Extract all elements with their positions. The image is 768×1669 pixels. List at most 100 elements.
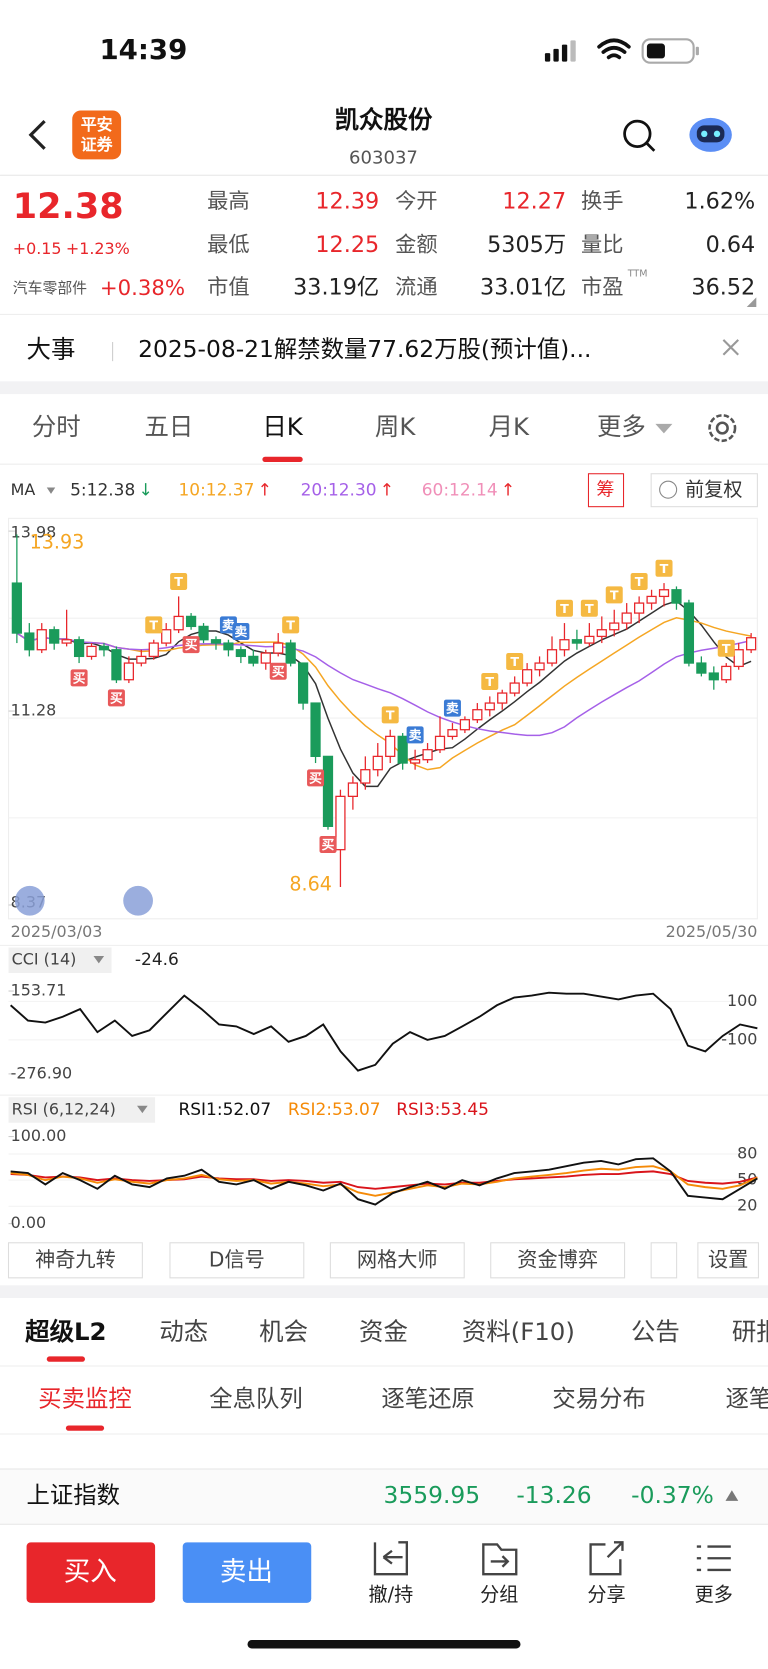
candle-body [733,649,744,668]
candle-body [609,622,620,631]
search-button[interactable] [623,119,656,152]
tool-button[interactable] [329,1242,465,1279]
stat-label: 市值 [207,275,249,300]
stat-value: 0.64 [706,232,756,258]
gap [0,381,768,395]
signal-icon [544,40,576,62]
signal-badge [107,689,125,707]
candle-body [409,759,421,764]
news-text[interactable]: 2025-08-21解禁数量77.62万股(预计值)... [138,335,591,363]
signal-text: 买 [185,638,198,653]
expand-button[interactable] [14,885,45,916]
candle-body [596,629,607,638]
logo-text: 平安 [81,115,113,134]
adjust-button-text: 前复权 [685,478,742,501]
signal-badge [282,616,300,634]
period-tab[interactable]: 分时 [32,412,81,441]
period-tab[interactable]: 月K [489,412,530,441]
tool-label: D信号 [209,1247,265,1271]
stat-note: TTM [627,269,648,280]
section-tab[interactable]: 机会 [259,1317,308,1346]
y-tick-label: 13.98 [11,523,57,542]
signal-badge [605,586,623,604]
section-tab[interactable]: 公告 [631,1317,680,1346]
y-tick-label: 100.00 [11,1126,67,1145]
action-label[interactable]: 更多 [695,1583,733,1606]
expand-arrow[interactable] [725,1490,739,1501]
stat-label: 流通 [395,275,437,300]
period-tab[interactable]: 五日 [144,412,193,441]
assistant-button[interactable] [689,117,732,152]
candle-body [347,782,359,797]
signal-badge [443,699,461,717]
tool-button[interactable] [490,1242,626,1279]
buy-button[interactable] [26,1542,156,1603]
signal-badge [717,639,735,657]
candle-body [546,649,558,664]
tool-button[interactable] [7,1242,143,1279]
period-tab[interactable]: 日K [262,412,303,441]
candle-body [447,729,458,738]
sell-button[interactable] [182,1542,312,1603]
action-label[interactable]: 分组 [480,1583,518,1606]
cci-selector[interactable] [8,947,112,973]
candle-body [11,582,22,634]
tool-button[interactable] [697,1242,759,1279]
signal-text: T [386,708,395,723]
chip-button[interactable] [587,473,625,508]
candle-body [658,589,670,598]
index-bar[interactable] [0,1469,768,1525]
period-tab[interactable]: 周K [375,412,416,441]
section-tab[interactable]: 资金 [359,1317,408,1346]
section-tab[interactable]: 超级L2 [25,1317,106,1346]
price: 12.38 [13,186,124,227]
content: 14:39 平安 证券 凯众股份 603037 12.38 +0.15 +1.2… [0,33,768,1649]
sub-tab[interactable]: 全息队列 [209,1384,302,1412]
y-tick-label: 11.28 [11,701,57,720]
candle-body [185,615,197,628]
tool-button[interactable] [650,1242,678,1279]
action-label[interactable]: 撤/持 [369,1583,414,1606]
rsi-selector[interactable] [8,1097,156,1123]
x-label: 2025/05/30 [666,922,758,941]
tool-button[interactable] [169,1242,305,1279]
sub-tab[interactable]: 交易分布 [552,1384,645,1412]
period-tab[interactable]: 更多 [597,412,646,441]
section-tab[interactable]: 研报 [732,1317,768,1346]
stat-value: 5305万 [487,232,566,258]
close-button[interactable] [722,339,739,356]
action-label[interactable]: 分享 [587,1583,625,1606]
back-button[interactable] [28,119,46,150]
candle-body [223,642,234,651]
stat-label: 最低 [207,232,249,257]
ma-value: 60:12.14 [422,481,498,501]
sub-tab[interactable]: 逐笔 [726,1384,768,1412]
sub-tab[interactable]: 买卖监控 [38,1384,131,1412]
y-tick-label: -276.90 [11,1063,72,1082]
sub-tab[interactable]: 逐笔还原 [381,1384,474,1412]
candle-body [459,719,471,731]
wifi-icon [597,38,631,60]
signal-text: T [635,575,644,590]
tools: 神奇九转 D信号 网格大师 资金博弈 设置 [7,1242,759,1279]
adjust-button[interactable] [650,473,758,508]
signal-text: 买 [73,671,86,686]
candle-body [509,682,520,694]
stat-value: 12.25 [315,232,379,258]
fullscreen-button[interactable] [123,885,153,916]
section-tab[interactable]: 动态 [159,1317,208,1346]
signal-badge [381,706,399,724]
section-tab[interactable]: 资料(F10) [462,1317,575,1346]
indicator-line [10,991,758,1072]
signal-badge [506,653,524,671]
signal-text: T [485,675,494,690]
settings-button[interactable] [708,414,737,443]
home-indicator [247,1640,521,1649]
index-name: 上证指数 [27,1481,120,1509]
candle-body [123,662,134,681]
ma-value: 10:12.37 [178,481,254,501]
candle-body [497,692,508,704]
logo[interactable] [72,110,122,160]
